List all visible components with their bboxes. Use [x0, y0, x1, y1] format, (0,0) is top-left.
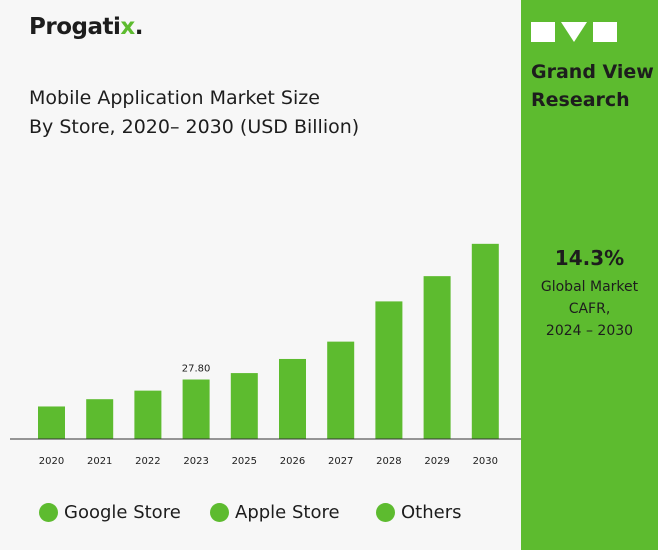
side-panel: Grand View Research 14.3% Global Market …	[521, 0, 658, 550]
x-tick-label-2020: 2020	[39, 456, 64, 467]
chart-title-line-2: By Store, 2020– 2030 (USD Billion)	[29, 116, 360, 138]
stat-label-line-3: 2024 – 2030	[545, 323, 634, 339]
x-tick-label-2022: 2022	[135, 456, 160, 467]
bar-2023	[182, 379, 210, 439]
logo-accent: x	[120, 14, 135, 40]
legend-dot-icon	[210, 503, 229, 522]
x-tick-label-2029: 2029	[424, 456, 449, 467]
stat-label-line-1: Global Market	[540, 279, 639, 295]
legend-item-google-store: Google Store	[39, 502, 181, 523]
legend-label: Apple Store	[235, 502, 340, 523]
bar-2028	[375, 301, 403, 439]
legend-dot-icon	[39, 503, 58, 522]
bar-2027	[327, 341, 355, 439]
bar-2030	[471, 243, 499, 439]
legend-dot-icon	[376, 503, 395, 522]
x-tick-label-2021: 2021	[87, 456, 112, 467]
x-tick-label-2030: 2030	[473, 456, 498, 467]
logo-dot: .	[134, 14, 144, 40]
x-tick-label-2027: 2027	[328, 456, 353, 467]
cagr-value: 14.3%	[554, 246, 625, 270]
bar-2026	[279, 358, 306, 439]
legend-item-apple-store: Apple Store	[210, 502, 340, 523]
bar-chart: 2020 2021 2022 2023 27.80 2025 2026 2027 2028 202…	[10, 243, 521, 467]
chart-area: Progatix. Mobile Application Market Size…	[0, 14, 521, 528]
x-tick-label-2025: 2025	[232, 456, 257, 467]
logo-text: Progati	[29, 14, 121, 40]
stat-label-line-2: CAFR,	[568, 301, 611, 317]
chart-title-line-1: Mobile Application Market Size	[29, 87, 320, 109]
square-icon	[531, 22, 555, 42]
legend-label: Google Store	[64, 502, 181, 523]
x-tick-label-2026: 2026	[280, 456, 305, 467]
progatix-logo: Progatix.	[29, 14, 143, 40]
data-label-2023: 27.80	[182, 364, 211, 375]
brand-line-2: Research	[531, 89, 630, 111]
grand-view-research-logo-icon	[531, 22, 617, 42]
bar-2020	[38, 406, 65, 439]
bar-2021	[86, 399, 114, 439]
bar-2025	[230, 373, 258, 439]
triangle-down-icon	[561, 22, 587, 42]
chart-title: Mobile Application Market Size By Store,…	[29, 84, 359, 142]
bar-2029	[423, 276, 451, 439]
bar-2022	[134, 390, 162, 439]
legend-item-others: Others	[376, 502, 462, 523]
cagr-label: Global Market CAFR, 2024 – 2030	[521, 276, 658, 342]
legend-label: Others	[401, 502, 462, 523]
brand-line-1: Grand View	[531, 61, 654, 83]
x-tick-label-2028: 2028	[376, 456, 401, 467]
x-tick-label-2023: 2023	[183, 456, 208, 467]
grand-view-research-name: Grand View Research	[531, 58, 656, 114]
square-icon	[593, 22, 617, 42]
chart-legend: Google Store Apple Store Others	[0, 502, 521, 528]
